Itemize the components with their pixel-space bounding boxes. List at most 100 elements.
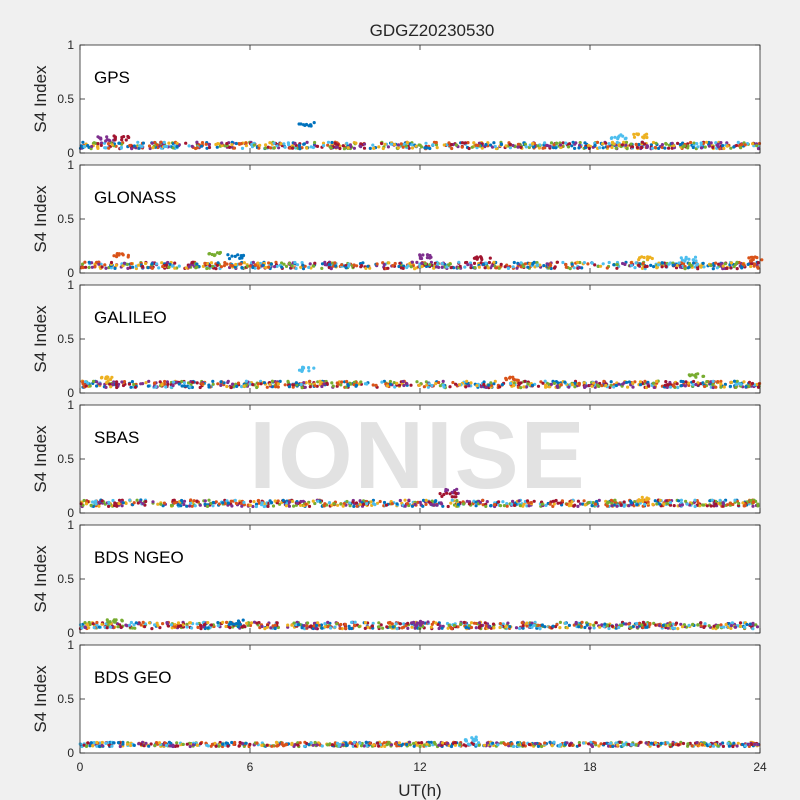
data-point <box>743 143 747 147</box>
data-point <box>95 623 99 627</box>
data-point <box>605 501 610 505</box>
data-point <box>292 621 296 625</box>
data-point <box>455 499 459 503</box>
data-point <box>222 264 226 268</box>
data-point <box>694 259 698 263</box>
data-point <box>238 740 242 745</box>
data-point <box>128 623 132 627</box>
data-point <box>167 265 171 269</box>
data-point <box>487 386 491 390</box>
data-point <box>684 257 688 261</box>
data-point <box>388 625 392 629</box>
data-point <box>670 626 675 630</box>
data-point <box>714 141 718 145</box>
data-point <box>323 502 327 506</box>
data-point <box>205 504 210 508</box>
data-point <box>721 144 725 148</box>
data-point <box>523 262 528 266</box>
data-point <box>458 264 462 268</box>
data-point <box>341 144 345 148</box>
data-point <box>620 143 625 147</box>
plot-area-bds-geo <box>80 645 760 753</box>
data-point <box>615 504 619 508</box>
data-point <box>640 255 644 259</box>
data-point <box>397 264 401 269</box>
data-point <box>211 379 215 383</box>
data-point <box>220 141 224 145</box>
data-point <box>490 145 495 149</box>
data-point <box>284 504 288 508</box>
data-point <box>280 261 284 265</box>
data-point <box>315 144 320 148</box>
data-point <box>207 143 211 147</box>
data-point <box>449 744 454 749</box>
data-point <box>413 267 417 271</box>
data-point <box>313 140 317 145</box>
data-point <box>226 380 230 385</box>
data-point <box>676 141 680 145</box>
data-point <box>424 502 428 506</box>
data-point <box>263 146 267 150</box>
data-point <box>158 380 162 384</box>
data-point <box>480 146 484 150</box>
data-point <box>265 625 269 629</box>
data-point <box>119 625 123 629</box>
data-point <box>132 144 136 148</box>
data-point <box>357 382 361 386</box>
data-point <box>473 266 477 270</box>
data-point <box>366 625 370 630</box>
data-point <box>502 741 506 746</box>
data-point <box>115 255 119 259</box>
data-point <box>521 626 525 630</box>
data-point <box>531 142 535 146</box>
data-point <box>408 743 412 747</box>
data-point <box>377 145 381 149</box>
data-point <box>243 625 247 629</box>
data-point <box>729 261 734 265</box>
data-point <box>728 501 733 505</box>
data-point <box>301 263 305 267</box>
data-point <box>312 366 316 370</box>
data-point <box>635 503 639 507</box>
data-point <box>273 265 277 269</box>
data-point <box>506 266 510 270</box>
data-point <box>423 262 427 266</box>
data-point <box>333 625 337 629</box>
data-point <box>325 381 329 385</box>
data-point <box>206 744 210 748</box>
data-point <box>548 740 552 744</box>
data-point <box>655 266 659 270</box>
data-point <box>727 744 732 748</box>
data-point <box>577 741 582 745</box>
data-point <box>358 502 362 507</box>
data-point <box>454 382 458 386</box>
x-axis-label: UT(h) <box>398 781 441 800</box>
y-axis-label: S4 Index <box>31 545 50 613</box>
data-point <box>150 627 154 631</box>
y-tick-label: 0 <box>67 506 74 520</box>
data-point <box>637 142 641 147</box>
data-point <box>260 624 264 629</box>
data-point <box>567 142 572 146</box>
data-point <box>588 622 592 627</box>
data-point <box>699 146 704 150</box>
data-point <box>108 139 112 143</box>
data-point <box>617 382 621 386</box>
data-point <box>191 380 195 384</box>
data-point <box>118 744 122 749</box>
data-point <box>339 622 343 627</box>
data-point <box>148 146 152 151</box>
data-point <box>138 500 142 504</box>
data-point <box>181 742 185 747</box>
data-point <box>634 743 638 747</box>
data-point <box>130 626 134 630</box>
data-point <box>352 380 356 384</box>
data-point <box>492 260 496 264</box>
data-point <box>515 378 519 382</box>
y-axis-label: S4 Index <box>31 665 50 733</box>
data-point <box>530 625 534 629</box>
data-point <box>188 504 192 508</box>
data-point <box>572 504 576 508</box>
data-point <box>250 142 254 146</box>
data-point <box>276 499 280 503</box>
